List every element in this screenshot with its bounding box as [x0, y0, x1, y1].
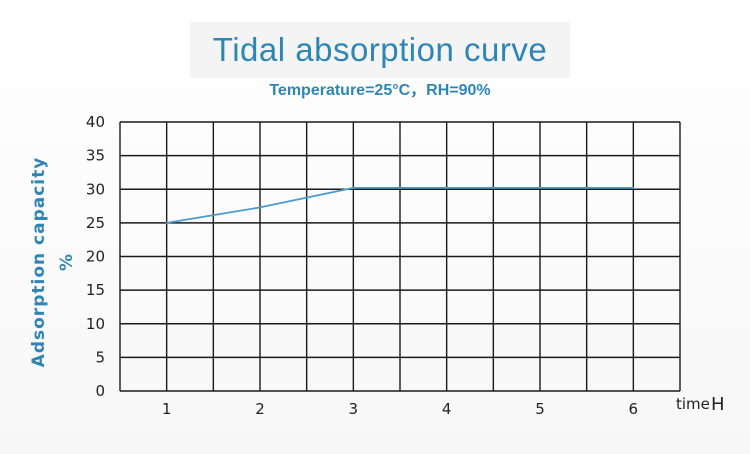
y-tick-label-25: 25: [86, 214, 105, 232]
data-point-0-3: [445, 187, 448, 189]
x-axis-unit: H: [711, 394, 725, 415]
x-tick-label-4: 4: [442, 400, 452, 418]
y-axis-unit: %: [57, 253, 77, 271]
y-tick-label-5: 5: [95, 348, 105, 366]
x-tick-label-5: 5: [535, 400, 545, 418]
grid: [119, 121, 681, 392]
chart-subtitle: Temperature=25°C，RH=90%: [269, 82, 491, 99]
series-line-0: [166, 187, 634, 224]
data-point-0-1: [259, 206, 261, 209]
y-tick-labels: 0 5 10 15 20 25 30 35 40: [86, 113, 105, 400]
data-point-0-2: [352, 187, 355, 189]
y-tick-label-35: 35: [86, 147, 105, 165]
title-box: Tidal absorption curve: [190, 22, 570, 78]
y-tick-label-20: 20: [86, 248, 105, 266]
data-point-0-5: [632, 187, 635, 189]
x-tick-label-3: 3: [349, 400, 359, 418]
x-tick-label-6: 6: [629, 400, 639, 418]
data-point-0-0: [165, 221, 168, 224]
y-tick-label-0: 0: [95, 382, 105, 400]
series-group: [165, 187, 635, 224]
y-tick-label-30: 30: [86, 180, 105, 198]
y-tick-label-40: 40: [86, 113, 105, 131]
x-axis-label: time: [676, 395, 710, 413]
chart-title: Tidal absorption curve: [212, 31, 548, 68]
y-tick-label-10: 10: [86, 315, 105, 333]
x-tick-label-1: 1: [162, 400, 172, 418]
data-point-0-4: [539, 187, 541, 189]
y-axis-label: Adsorption capacity: [29, 157, 49, 368]
y-tick-label-15: 15: [86, 281, 105, 299]
x-tick-label-2: 2: [255, 400, 265, 418]
x-tick-labels: 1 2 3 4 5 6: [162, 400, 638, 418]
